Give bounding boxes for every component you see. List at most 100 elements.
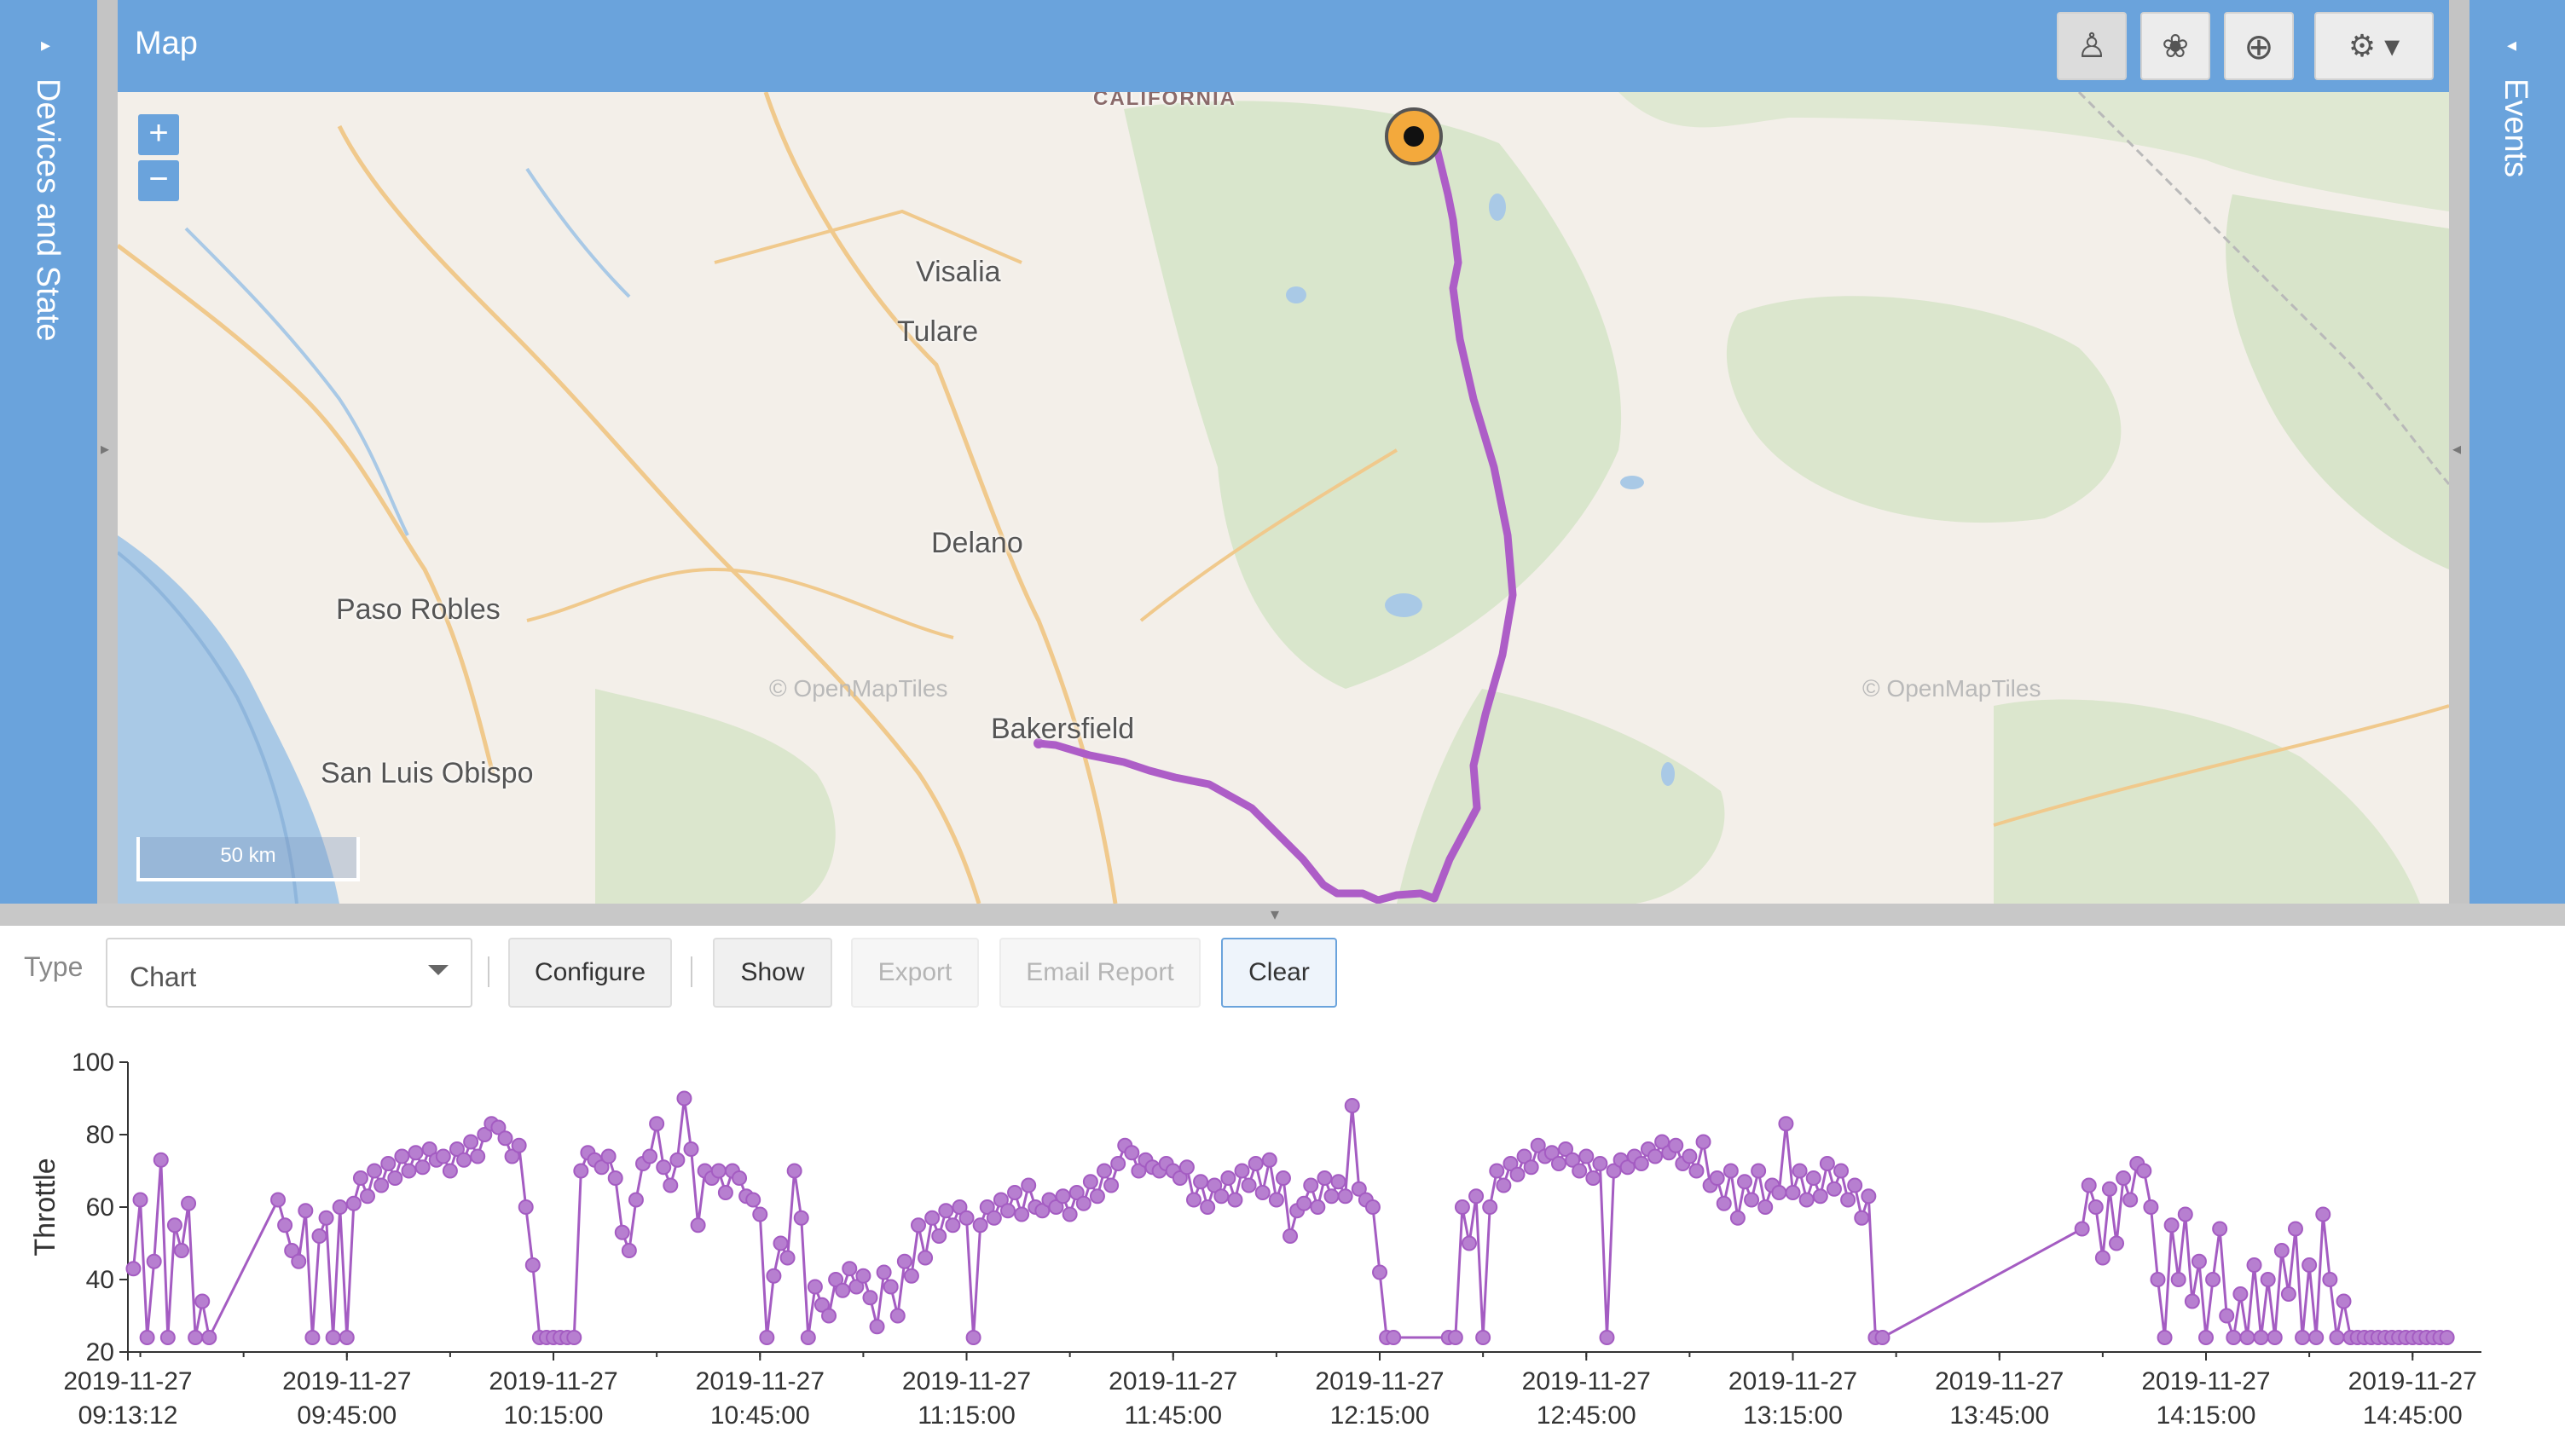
throttle-data-point (876, 1264, 892, 1280)
throttle-data-point (188, 1330, 204, 1345)
throttle-data-point (1716, 1195, 1732, 1211)
throttle-data-point (1496, 1177, 1512, 1193)
throttle-data-point (766, 1268, 782, 1284)
map-attribution: © OpenMapTiles (769, 675, 948, 702)
left-splitter-grip-icon[interactable]: ▸ (101, 440, 110, 459)
throttle-data-point (277, 1217, 293, 1234)
throttle-data-point (1172, 1170, 1188, 1186)
throttle-data-point (1200, 1199, 1216, 1215)
events-panel[interactable]: ◂ (2469, 0, 2565, 904)
right-splitter-grip-icon[interactable]: ◂ (2452, 440, 2462, 459)
expand-caret-icon[interactable]: ▸ (41, 34, 51, 55)
zoom-out-button[interactable]: − (138, 160, 179, 201)
throttle-data-point (139, 1330, 155, 1345)
throttle-data-point (1757, 1199, 1774, 1215)
throttle-data-point (1344, 1098, 1360, 1113)
throttle-data-point (2205, 1272, 2221, 1287)
right-splitter[interactable]: ◂ (2449, 0, 2469, 904)
throttle-data-point (1282, 1228, 1299, 1244)
throttle-data-point (945, 1217, 961, 1234)
show-person-button[interactable]: ♙ (2057, 12, 2127, 80)
throttle-data-point (2239, 1330, 2255, 1345)
throttle-data-point (889, 1308, 906, 1324)
throttle-data-point (2212, 1221, 2228, 1237)
throttle-data-point (2087, 1199, 2104, 1215)
throttle-data-point (1248, 1156, 1264, 1171)
throttle-data-point (1503, 1156, 1519, 1171)
map-canvas[interactable]: CALIFORNIA Visalia Tulare Delano Paso Ro… (118, 92, 2449, 904)
throttle-data-point (621, 1243, 637, 1258)
collapse-caret-icon[interactable]: ◂ (2507, 34, 2517, 55)
export-button[interactable]: Export (851, 938, 979, 1008)
throttle-data-point (676, 1090, 692, 1106)
throttle-data-point (1185, 1192, 1201, 1208)
paw-button[interactable]: ❀ (2140, 12, 2210, 80)
throttle-data-point (1330, 1174, 1346, 1190)
throttle-data-point (442, 1163, 458, 1179)
throttle-data-point (463, 1134, 479, 1150)
y-tick-label: 40 (86, 1266, 114, 1294)
throttle-data-point (1014, 1206, 1030, 1222)
x-tick-label-date: 2019-11-27 (1935, 1367, 2064, 1395)
throttle-data-point (194, 1293, 211, 1309)
type-select[interactable]: Chart (106, 938, 472, 1008)
bottom-splitter[interactable]: ▾ (0, 904, 2565, 926)
left-splitter[interactable]: ▸ (97, 0, 118, 904)
x-tick-label-date: 2019-11-27 (1109, 1367, 1237, 1395)
throttle-data-point (710, 1163, 727, 1179)
throttle-data-point (1254, 1185, 1271, 1200)
crosshair-icon: ⊕ (2244, 26, 2274, 66)
throttle-data-point (683, 1141, 699, 1157)
bottom-splitter-grip-icon[interactable]: ▾ (1271, 905, 1280, 924)
throttle-data-point (1124, 1145, 1140, 1161)
email-report-button[interactable]: Email Report (999, 938, 1201, 1008)
x-tick-label-time: 14:15:00 (2157, 1401, 2256, 1430)
show-button[interactable]: Show (713, 938, 832, 1008)
throttle-data-point (1847, 1177, 1863, 1193)
throttle-data-point (952, 1199, 968, 1215)
throttle-data-point (800, 1330, 816, 1345)
throttle-data-point (1826, 1181, 1842, 1197)
throttle-data-point (2136, 1163, 2152, 1179)
throttle-data-point (497, 1130, 513, 1147)
clear-button[interactable]: Clear (1221, 938, 1337, 1008)
throttle-data-point (159, 1330, 176, 1345)
throttle-data-point (663, 1177, 679, 1193)
locate-button[interactable]: ⊕ (2224, 12, 2294, 80)
throttle-data-point (1097, 1163, 1113, 1179)
throttle-data-point (421, 1141, 437, 1157)
y-tick-label: 100 (72, 1049, 114, 1077)
throttle-data-point (1805, 1170, 1821, 1186)
throttle-data-point (1241, 1177, 1257, 1193)
devices-and-state-panel[interactable]: ▸ Devices and State (0, 0, 97, 904)
gear-icon: ⚙ ▾ (2348, 28, 2400, 63)
settings-dropdown-button[interactable]: ⚙ ▾ (2314, 12, 2434, 80)
throttle-data-point (2308, 1330, 2325, 1345)
throttle-data-point (1303, 1177, 1319, 1193)
zoom-in-button[interactable]: + (138, 114, 179, 155)
throttle-data-point (1572, 1163, 1588, 1179)
throttle-data-point (2177, 1206, 2193, 1222)
throttle-data-point (1516, 1148, 1532, 1164)
throttle-data-point (1688, 1163, 1705, 1179)
device-marker-icon[interactable] (1385, 107, 1443, 165)
configure-button[interactable]: Configure (508, 938, 672, 1008)
throttle-data-point (1489, 1163, 1505, 1179)
throttle-data-point (311, 1228, 327, 1244)
type-label: Type (24, 951, 84, 982)
throttle-data-point (435, 1148, 451, 1164)
throttle-data-point (201, 1330, 217, 1345)
throttle-data-point (2101, 1181, 2117, 1197)
throttle-data-point (1833, 1163, 1850, 1179)
throttle-data-point (1729, 1210, 1746, 1226)
throttle-data-point (325, 1330, 341, 1345)
throttle-data-point (2439, 1330, 2455, 1345)
throttle-data-point (1227, 1192, 1243, 1208)
throttle-data-point (1021, 1177, 1037, 1193)
devices-and-state-title: Devices and State (30, 78, 66, 342)
throttle-data-point (842, 1261, 858, 1277)
map-header: Map ♙ ❀ ⊕ ⚙ ▾ (118, 0, 2449, 92)
throttle-data-point (518, 1199, 534, 1215)
throttle-data-point (1068, 1185, 1085, 1200)
x-tick-label-time: 13:15:00 (1743, 1401, 1843, 1430)
